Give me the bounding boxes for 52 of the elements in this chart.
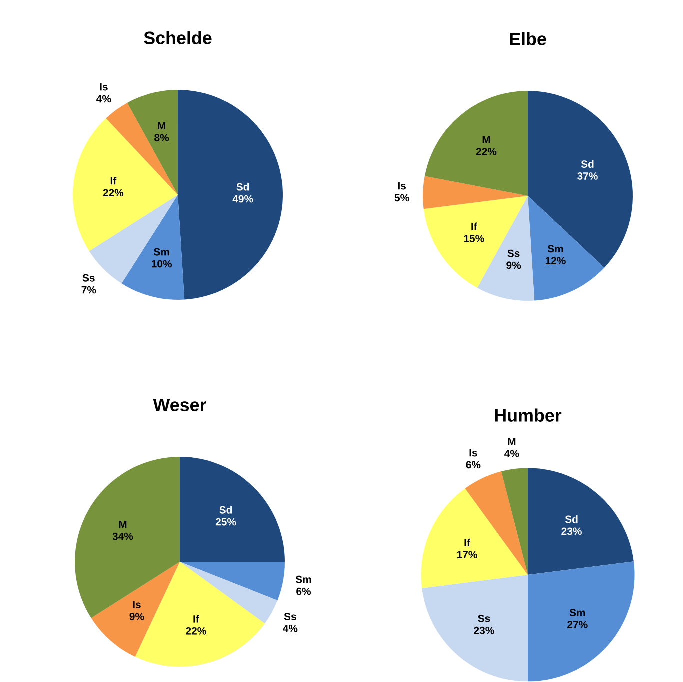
data-label: 9% (130, 613, 144, 621)
slice-label: M (508, 438, 516, 446)
data-label: 17% (457, 551, 478, 559)
data-label: 5% (394, 194, 410, 202)
data-label: 15% (464, 235, 484, 243)
data-label: 49% (232, 195, 254, 203)
slice-label: Sd (565, 516, 578, 524)
slice-label: Sm (570, 609, 586, 617)
data-label: 6% (466, 461, 481, 469)
slice-label: If (194, 615, 200, 623)
data-label: 23% (474, 627, 494, 634)
slice-label: Is (100, 84, 108, 91)
slice-label: Ss (82, 274, 95, 282)
slice-label: Is (133, 601, 141, 609)
data-label: 22% (186, 628, 206, 635)
slice-label: M (482, 136, 490, 144)
data-label: 4% (96, 95, 112, 103)
chart-title: Humber (495, 408, 562, 422)
data-label: 22% (103, 189, 124, 197)
slice-label: Sd (236, 183, 250, 191)
chart-title: Schelde (144, 31, 212, 45)
slice-label: Sd (581, 160, 594, 168)
data-label: 4% (283, 625, 298, 632)
chart-title: Weser (153, 399, 206, 412)
chart-title: Elbe (510, 32, 546, 46)
slice-label: If (472, 222, 478, 230)
slice-label: Is (470, 450, 478, 457)
slice-label: Sm (154, 248, 170, 256)
slice-label: Ss (508, 250, 520, 258)
data-label: 12% (546, 257, 566, 265)
slice-label: If (110, 177, 117, 185)
data-label: 23% (562, 528, 582, 536)
data-label: 27% (568, 621, 588, 629)
slice-label: If (464, 538, 470, 547)
slice-label: Is (398, 182, 406, 190)
data-label: 22% (476, 148, 497, 156)
data-label: 37% (578, 172, 598, 180)
slice-label: M (119, 521, 127, 528)
data-label: 25% (216, 518, 236, 526)
slice-label: M (158, 122, 166, 130)
data-label: 9% (506, 262, 522, 270)
data-label: 6% (296, 588, 312, 596)
slice-label: Ss (478, 615, 490, 622)
slice-label: Ss (284, 613, 296, 621)
slice-label: Sm (296, 576, 312, 584)
data-label: 34% (112, 532, 134, 540)
data-label: 4% (504, 450, 520, 458)
data-label: 10% (152, 260, 172, 268)
data-label: 8% (154, 134, 170, 142)
data-label: 7% (82, 286, 96, 294)
slice-label: Sm (548, 245, 564, 253)
slice-label: Sd (220, 506, 232, 514)
